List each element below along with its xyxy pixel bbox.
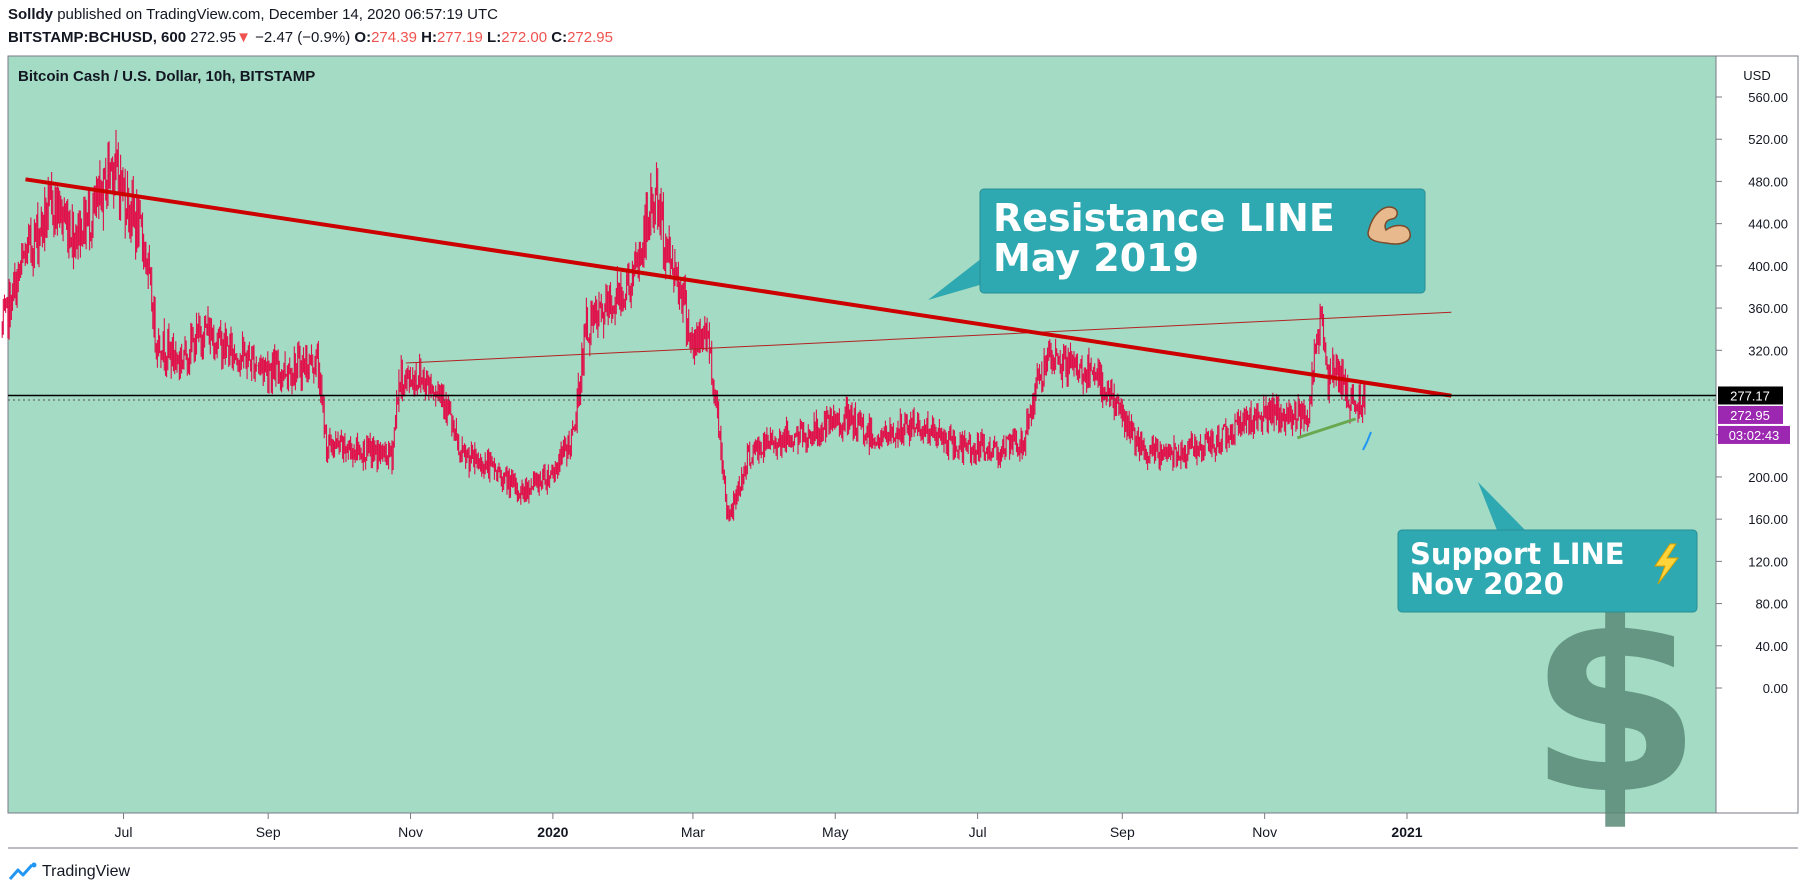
published-text: published on TradingView.com, December 1… <box>57 6 499 23</box>
low-value: 272.00 <box>501 29 548 46</box>
resistance-callout-line1: Resistance LINE <box>993 196 1335 240</box>
y-tick-label: 400.00 <box>1748 259 1788 274</box>
countdown-tag-label: 03:02:43 <box>1729 428 1780 443</box>
x-tick-label: Mar <box>681 824 705 840</box>
resistance-callout-line2: May 2019 <box>993 236 1199 280</box>
y-tick-label: 560.00 <box>1748 90 1788 105</box>
y-tick-label: 480.00 <box>1748 174 1788 189</box>
resistance-callout[interactable] <box>979 188 1426 294</box>
last-price: 272.95 <box>190 29 237 46</box>
x-tick-label: Jul <box>969 824 987 840</box>
current-price-tag-label: 272.95 <box>1730 408 1770 423</box>
support-callout-pointer <box>1478 482 1525 538</box>
low-label: L: <box>487 29 502 46</box>
current-price-tag <box>1718 405 1783 424</box>
author-name[interactable]: Solldy <box>8 6 54 23</box>
y-tick-label: 360.00 <box>1748 301 1788 316</box>
y-tick-label: 440.00 <box>1748 217 1788 232</box>
publish-info: Solldy published on TradingView.com, Dec… <box>8 6 498 23</box>
flexed-biceps-icon <box>1367 206 1411 245</box>
x-tick-label: Sep <box>256 824 281 840</box>
x-tick-label: Jul <box>115 824 133 840</box>
trend-lines[interactable] <box>25 177 1452 440</box>
y-tick-label: 160.00 <box>1748 512 1788 527</box>
thin-trend-line[interactable] <box>405 311 1452 364</box>
support-line[interactable] <box>1296 417 1357 440</box>
support-callout-line1: Support LINE <box>1410 537 1625 571</box>
countdown-tag <box>1718 425 1790 444</box>
x-tick-label: 2021 <box>1391 824 1422 840</box>
x-tick-label: Nov <box>398 824 423 840</box>
close-value: 272.95 <box>567 29 613 46</box>
latest-candle <box>1362 431 1372 451</box>
x-tick-label: Nov <box>1252 824 1277 840</box>
y-tick-label: 200.00 <box>1748 470 1788 485</box>
x-axis-ticks: Jul Sep Nov 2020 Mar May Jul Sep Nov 2021 <box>115 813 1423 840</box>
symbol-label: BITSTAMP:BCHUSD, 600 <box>8 29 187 46</box>
y-tick-label: 0.00 <box>1763 681 1788 696</box>
y-tick-label: 520.00 <box>1748 132 1788 147</box>
last-price-tag-label: 277.17 <box>1730 388 1770 403</box>
support-callout-line2: Nov 2020 <box>1410 567 1564 601</box>
resistance-callout-pointer <box>928 258 990 300</box>
open-label: O: <box>354 29 372 46</box>
currency-label: USD <box>1743 68 1770 83</box>
resistance-line[interactable] <box>25 177 1452 398</box>
x-tick-label: May <box>822 824 848 840</box>
support-callout[interactable] <box>1397 529 1698 613</box>
y-tick-label: 320.00 <box>1748 343 1788 358</box>
plot-area[interactable] <box>7 55 1717 814</box>
high-label: H: <box>421 29 437 46</box>
open-value: 274.39 <box>371 29 417 46</box>
tradingview-logo-icon[interactable] <box>8 862 38 882</box>
x-tick-label: Sep <box>1110 824 1135 840</box>
symbol-info: BITSTAMP:BCHUSD, 600 272.95▼ −2.47 (−0.9… <box>8 29 613 46</box>
lightning-bolt-icon <box>1654 543 1680 585</box>
x-tick-label: 2020 <box>537 824 568 840</box>
high-value: 277.19 <box>436 29 483 46</box>
last-price-tag <box>1718 386 1783 405</box>
y-tick-label: 120.00 <box>1748 554 1788 569</box>
y-tick-label: 40.00 <box>1755 639 1788 654</box>
close-label: C: <box>551 29 568 46</box>
chart-title: Bitcoin Cash / U.S. Dollar, 10h, BITSTAM… <box>18 68 315 85</box>
footer: TradingView <box>8 862 130 882</box>
y-tick-label: 80.00 <box>1755 597 1788 612</box>
candle-wicks <box>1 129 1366 522</box>
price-change: −2.47 (−0.9%) <box>255 29 351 46</box>
candle-series <box>1 129 1372 522</box>
price-marks: 277.17 272.95 03:02:43 <box>8 386 1790 444</box>
tradingview-brand[interactable]: TradingView <box>42 863 131 880</box>
change-arrow-icon: ▼ <box>236 29 251 46</box>
